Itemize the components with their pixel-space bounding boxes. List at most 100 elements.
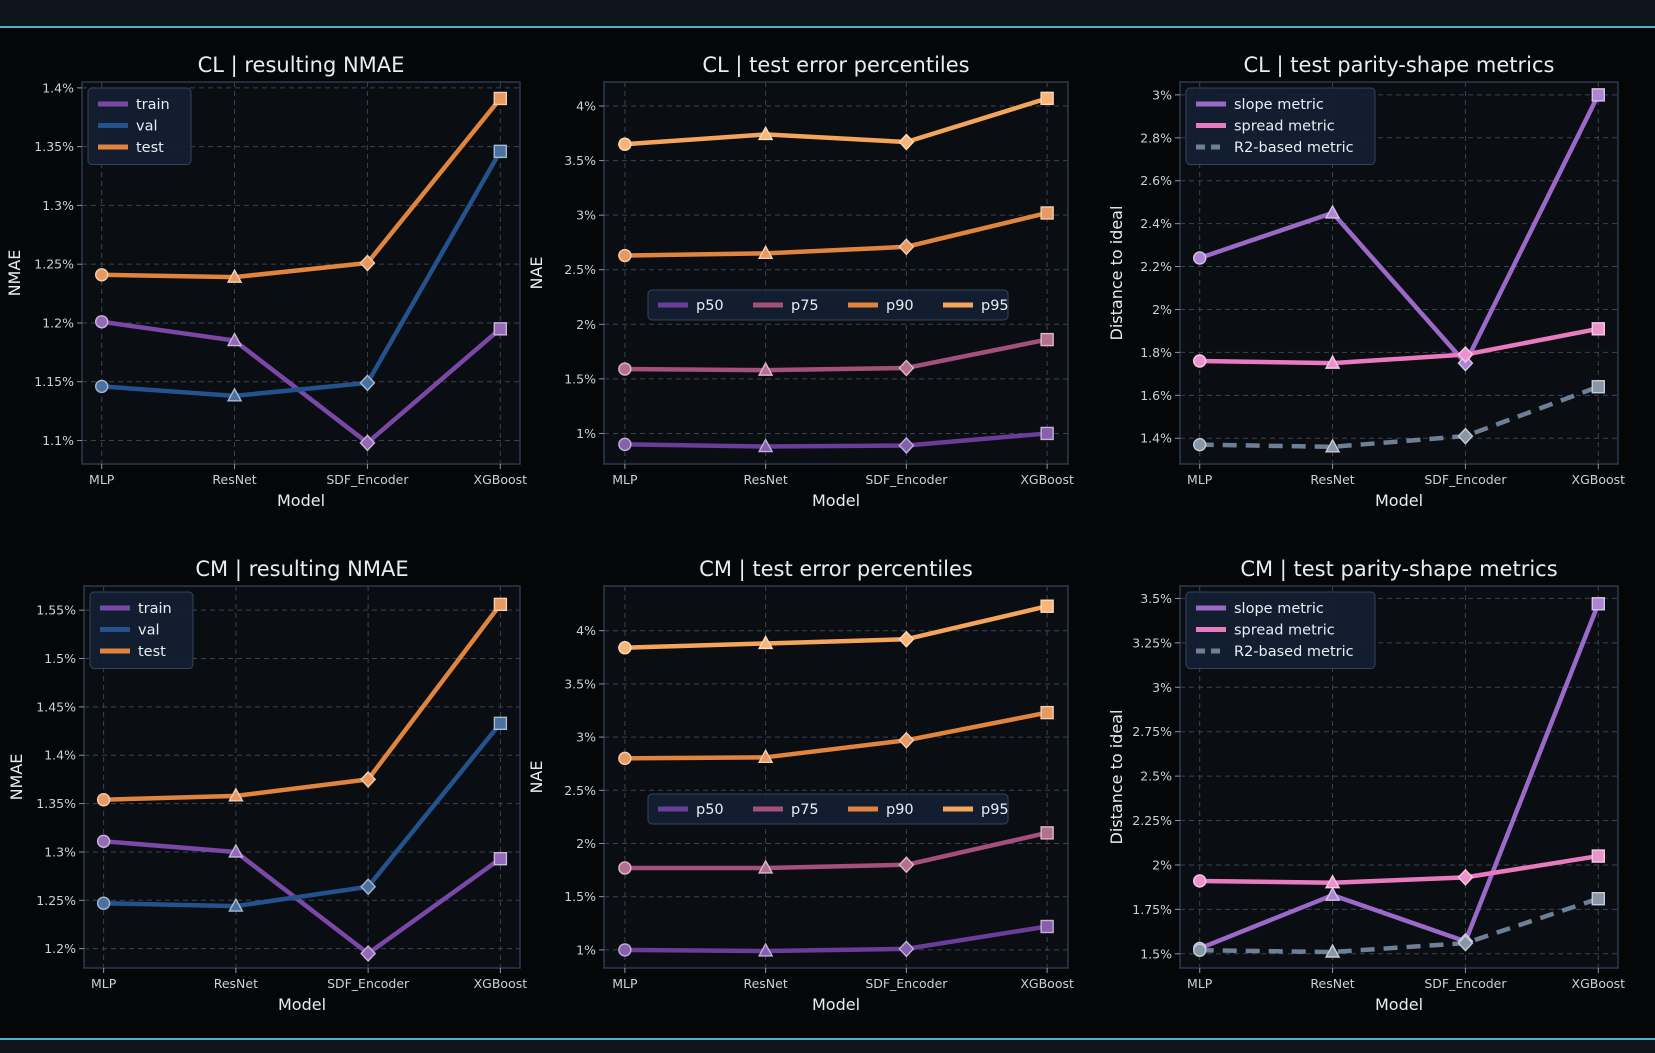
data-point xyxy=(1591,322,1605,336)
data-point xyxy=(1591,88,1605,102)
legend-label: p95 xyxy=(981,802,1009,818)
x-tick-label: XGBoost xyxy=(1572,472,1626,487)
y-tick-label: 1.5% xyxy=(564,889,596,904)
legend-box xyxy=(647,289,1009,321)
y-tick-label: 3% xyxy=(1152,680,1172,695)
series-line-p95 xyxy=(624,604,1048,650)
data-point xyxy=(618,362,632,376)
plot-frame xyxy=(603,81,1069,465)
chart-title: CL | test parity-shape metrics xyxy=(1244,53,1555,78)
y-tick-label: 1.45% xyxy=(36,699,76,714)
data-point xyxy=(757,125,774,141)
legend: train val test xyxy=(89,591,194,669)
y-tick-label: 1.15% xyxy=(34,374,74,389)
x-tick-label: SDF_Encoder xyxy=(865,472,948,487)
series-line-p75 xyxy=(624,337,1048,373)
y-tick-label: 2.4% xyxy=(1140,216,1172,231)
chart-panel-6: 1.5% 1.75% 2% 2.25% 2.5% 2.75% 3% 3.25% 3.5% MLP R… xyxy=(1107,557,1625,1014)
data-point xyxy=(360,878,377,896)
y-tick-label: 1.55% xyxy=(36,603,76,618)
x-tick-label: ResNet xyxy=(214,976,258,991)
legend-label: slope metric xyxy=(1234,601,1324,617)
series-line-test xyxy=(103,603,503,802)
y-tick-label: 1.8% xyxy=(1140,345,1172,360)
data-point xyxy=(898,731,915,749)
data-point xyxy=(493,716,508,731)
y-tick-label: 1.4% xyxy=(44,748,76,763)
data-point xyxy=(1040,91,1054,106)
y-axis-label: Distance to ideal xyxy=(1107,710,1126,845)
legend-label: train xyxy=(138,601,172,617)
data-point xyxy=(96,896,111,910)
legend: slope metric spread metric R2-based metric xyxy=(1185,87,1376,165)
x-tick-label: MLP xyxy=(612,976,638,991)
x-tick-label: SDF_Encoder xyxy=(326,472,409,487)
y-tick-label: 3.5% xyxy=(1140,591,1172,606)
legend-label: val xyxy=(138,623,160,639)
y-axis-label: NAE xyxy=(527,760,546,793)
data-point xyxy=(1324,874,1341,889)
chart-title: CM | test error percentiles xyxy=(699,557,973,582)
data-point xyxy=(1040,826,1054,840)
data-point xyxy=(228,843,244,858)
legend-label: p90 xyxy=(886,298,914,314)
data-point xyxy=(757,244,774,260)
data-point xyxy=(1591,380,1605,394)
y-tick-label: 2.5% xyxy=(564,783,596,798)
data-point xyxy=(1040,206,1054,220)
data-point xyxy=(898,133,915,151)
y-tick-label: 4% xyxy=(576,99,596,114)
legend-label: slope metric xyxy=(1234,97,1324,113)
y-tick-label: 3% xyxy=(576,208,596,223)
y-tick-label: 1.4% xyxy=(1140,431,1172,446)
y-tick-label: 3.25% xyxy=(1132,635,1172,650)
plot-area xyxy=(604,586,1068,968)
data-point xyxy=(757,438,774,453)
data-point xyxy=(618,248,632,263)
data-point xyxy=(898,856,915,874)
data-point xyxy=(1040,332,1054,347)
plot-frame xyxy=(81,81,521,465)
data-point xyxy=(757,361,774,376)
y-tick-label: 2.25% xyxy=(1132,813,1172,828)
y-tick-label: 2.5% xyxy=(564,262,596,277)
y-axis-label: NMAE xyxy=(7,754,26,801)
data-point xyxy=(359,374,376,392)
x-tick-label: SDF_Encoder xyxy=(327,976,410,991)
data-point xyxy=(360,944,377,963)
y-tick-label: 1.6% xyxy=(1140,388,1172,403)
series-line-p50 xyxy=(624,431,1048,449)
data-point xyxy=(757,634,774,650)
x-tick-label: ResNet xyxy=(212,472,256,487)
y-tick-label: 1.5% xyxy=(1140,946,1172,961)
data-point xyxy=(898,630,915,648)
data-point xyxy=(898,940,915,958)
data-point xyxy=(1040,705,1054,720)
x-axis-label: Model xyxy=(1375,995,1423,1014)
data-point xyxy=(757,942,774,957)
y-tick-label: 3.5% xyxy=(564,676,596,691)
y-tick-label: 3.5% xyxy=(564,153,596,168)
legend-label: test xyxy=(138,644,166,660)
data-point xyxy=(228,897,244,912)
x-axis-label: Model xyxy=(812,491,860,510)
legend: slope metric spread metric R2-based metric xyxy=(1185,591,1376,669)
y-tick-label: 1% xyxy=(576,426,596,441)
data-point xyxy=(1457,427,1474,445)
data-point xyxy=(95,379,109,394)
data-point xyxy=(898,359,915,377)
y-tick-label: 2% xyxy=(576,836,596,851)
y-tick-label: 2.75% xyxy=(1132,724,1172,739)
data-point xyxy=(618,137,632,151)
y-tick-label: 2% xyxy=(1152,857,1172,872)
y-tick-label: 1.2% xyxy=(42,315,74,330)
legend-label: train xyxy=(136,97,170,113)
series-line-spread-metric xyxy=(1199,326,1599,366)
data-point xyxy=(1591,892,1605,906)
y-tick-label: 4% xyxy=(576,623,596,638)
legend-label: R2-based metric xyxy=(1234,644,1354,660)
data-point xyxy=(1591,849,1605,863)
series-line-p75 xyxy=(624,830,1048,871)
legend-box xyxy=(1185,87,1376,165)
